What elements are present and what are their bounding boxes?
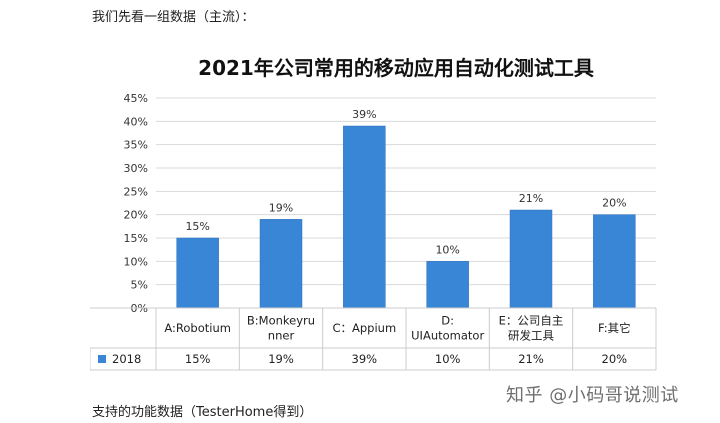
table-value: 15%	[185, 352, 211, 366]
y-tick-label: 15%	[124, 232, 148, 245]
y-tick-label: 20%	[124, 209, 148, 222]
chart-title: 2021年公司常用的移动应用自动化测试工具	[198, 56, 594, 80]
data-label: 10%	[435, 243, 459, 256]
y-tick-label: 25%	[124, 185, 148, 198]
table-value: 19%	[268, 352, 294, 366]
data-label: 15%	[185, 220, 209, 233]
bar	[176, 237, 219, 309]
table-value: 20%	[602, 352, 628, 366]
data-label: 19%	[269, 201, 293, 214]
table-value: 21%	[518, 352, 544, 366]
bar	[593, 214, 636, 309]
x-tick-label: B:Monkeyru nner	[247, 314, 315, 343]
y-tick-label: 35%	[124, 139, 148, 152]
bar	[426, 261, 469, 309]
x-tick-label: F:其它	[598, 321, 631, 335]
legend-label: 2018	[112, 352, 141, 366]
x-tick-label: A:Robotium	[164, 321, 231, 335]
y-tick-label: 30%	[124, 162, 148, 175]
chart-figure: 2021年公司常用的移动应用自动化测试工具 0% 5% 10% 15% 20% 25% 30…	[90, 30, 702, 390]
bar	[259, 219, 303, 309]
y-tick-label: 5%	[131, 279, 148, 292]
data-label: 20%	[602, 197, 626, 210]
data-label: 21%	[519, 192, 543, 205]
x-tick-label: D: UIAutomator	[411, 314, 484, 343]
x-tick-label: E：公司自主研发工具	[499, 314, 564, 343]
y-tick-label: 10%	[124, 255, 148, 268]
y-tick-label: 40%	[124, 115, 148, 128]
legend-swatch	[98, 355, 106, 363]
bar-chart: 0%5%10%15%20%25%30%35%40%45%15%19%39%10%…	[90, 92, 657, 371]
bar	[343, 125, 386, 309]
data-label: 39%	[352, 108, 376, 121]
table-value: 10%	[435, 352, 461, 366]
bar	[509, 209, 553, 309]
x-tick-label: C：Appium	[332, 321, 396, 335]
intro-text: 我们先看一组数据（主流）：	[92, 10, 255, 25]
y-tick-label: 45%	[124, 92, 148, 105]
watermark: 知乎 @小码哥说测试	[506, 385, 679, 406]
table-value: 39%	[352, 352, 378, 366]
footer-text: 支持的功能数据（TesterHome得到）	[92, 405, 313, 420]
